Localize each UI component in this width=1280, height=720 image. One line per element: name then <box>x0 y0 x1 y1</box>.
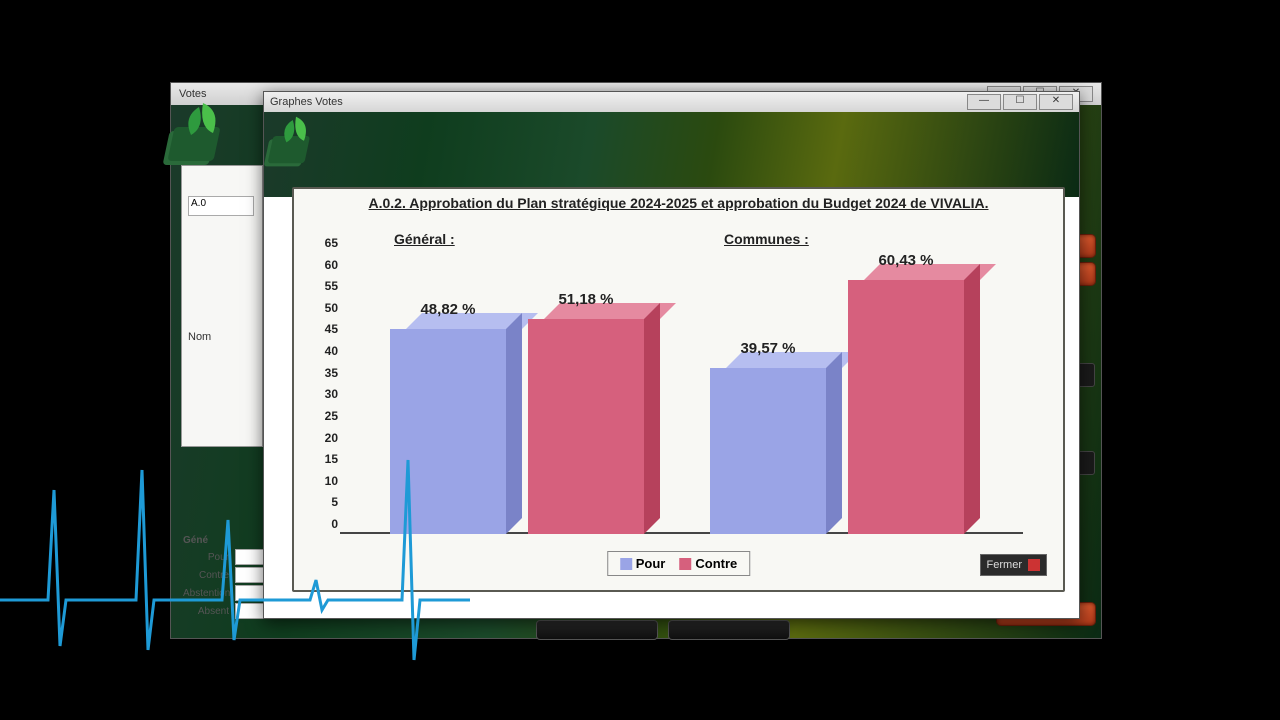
group-header-communes: Communes : <box>724 231 809 247</box>
under-buttons <box>536 620 790 640</box>
bar-pour: 48,82 % <box>390 329 506 534</box>
graphes-header-strip <box>264 112 1079 197</box>
chart-title: A.0.2. Approbation du Plan stratégique 2… <box>294 189 1063 215</box>
close-icon <box>1028 559 1040 571</box>
under-button-1[interactable] <box>536 620 658 640</box>
nom-label: Nom <box>188 331 211 343</box>
maximize-button[interactable]: ☐ <box>1003 94 1037 110</box>
fermer-label: Fermer <box>987 559 1022 571</box>
stats-label-abstention: Abstention <box>183 588 229 599</box>
graphes-titlebar[interactable]: Graphes Votes — ☐ ✕ <box>264 92 1079 112</box>
legend-item-pour: Pour <box>620 556 666 571</box>
bar-contre: 51,18 % <box>528 319 644 534</box>
stats-label-absent: Absent <box>183 606 229 617</box>
bar-contre: 60,43 % <box>848 280 964 534</box>
graphes-window-title: Graphes Votes <box>270 96 343 108</box>
graphes-votes-window: Graphes Votes — ☐ ✕ A.0.2. Approbation d… <box>263 91 1080 619</box>
legend-label-pour: Pour <box>636 556 666 571</box>
bars-area: 48,82 %51,18 % 39,57 %60,43 % <box>362 261 1023 534</box>
y-axis-labels: 05101520253035404550556065 <box>312 257 338 538</box>
logo-leaf-icon <box>264 112 328 176</box>
item-selector[interactable]: A.0 <box>188 196 254 216</box>
legend: Pour Contre <box>607 551 751 576</box>
group-header-general: Général : <box>394 231 455 247</box>
under-button-2[interactable] <box>668 620 790 640</box>
close-button[interactable]: ✕ <box>1039 94 1073 110</box>
stats-label-pour: Pour <box>183 552 229 563</box>
votes-side-panel: A.0 Nom <box>181 165 263 447</box>
chart-panel: A.0.2. Approbation du Plan stratégique 2… <box>292 187 1065 592</box>
legend-item-contre: Contre <box>679 556 737 571</box>
minimize-button[interactable]: — <box>967 94 1001 110</box>
stats-label-contre: Contre <box>183 570 229 581</box>
fermer-button[interactable]: Fermer <box>980 554 1047 576</box>
bar-pour: 39,57 % <box>710 368 826 534</box>
legend-label-contre: Contre <box>695 556 737 571</box>
